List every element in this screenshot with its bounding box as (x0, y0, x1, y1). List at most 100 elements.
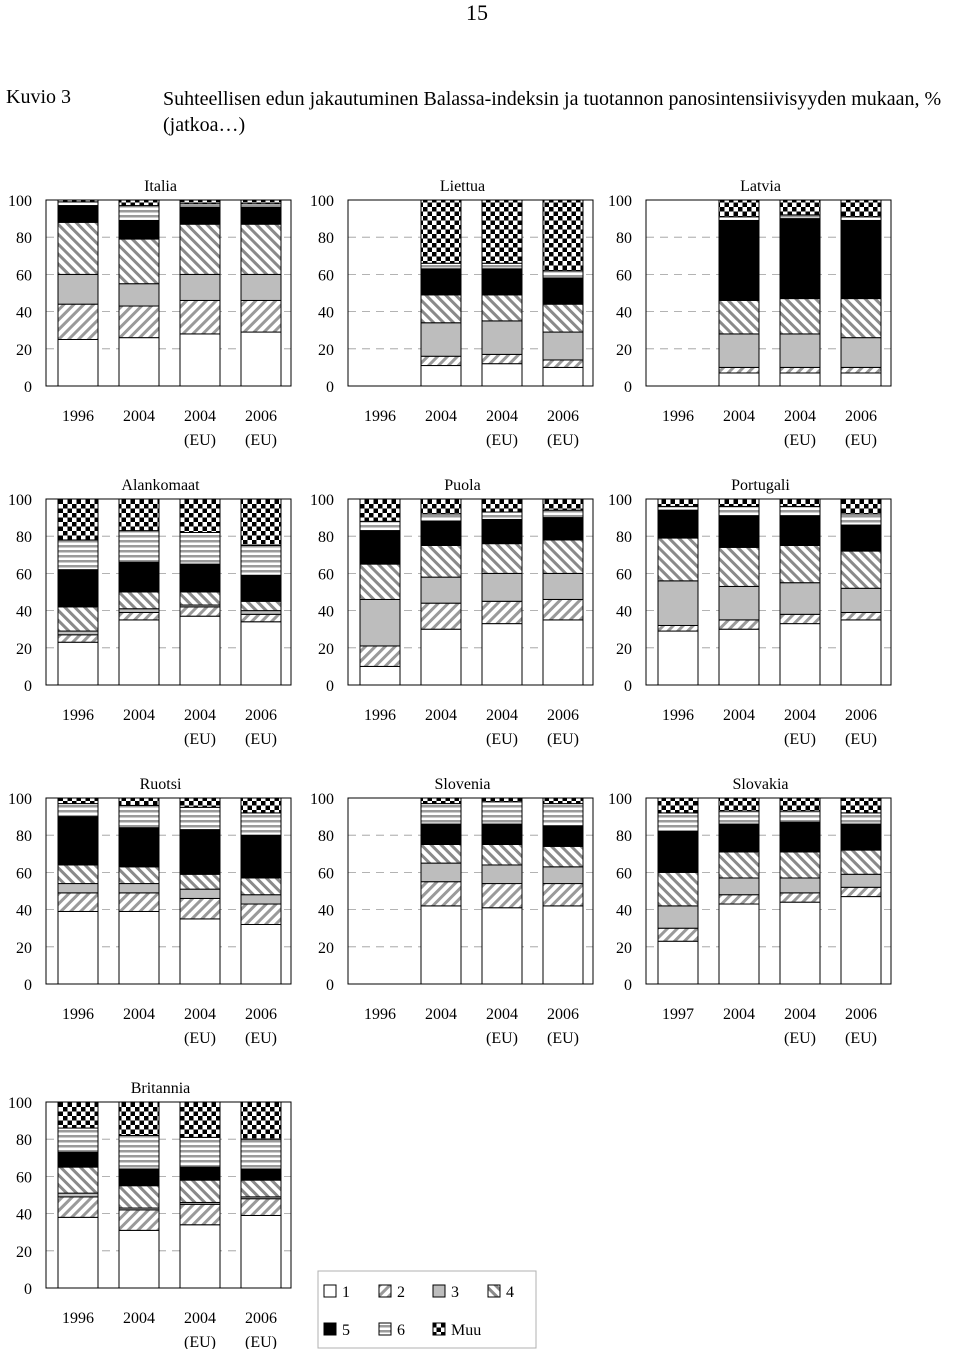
bar-segment-6 (57, 1127, 99, 1153)
chart-panel-slovenia: 0 20 40 60 80 100 Slovenia 1996 2004 2004 (EU) 2006… (310, 776, 594, 1047)
bar-segment-3 (118, 283, 160, 307)
bar-segment-4 (718, 546, 760, 587)
x-tick-label: 2004 (425, 707, 457, 724)
bar-segment-3 (481, 320, 523, 355)
bar-segment-3 (481, 572, 523, 602)
y-tick-label: 80 (16, 828, 32, 845)
bar-segment-4 (718, 851, 760, 879)
x-tick-label: 2006 (245, 1006, 277, 1023)
bar-segment-1 (420, 905, 462, 985)
y-tick-label: 100 (8, 193, 32, 210)
y-tick-label: 100 (310, 193, 334, 210)
bar-segment-4 (179, 873, 221, 890)
figure-title: Suhteellisen edun jakautuminen Balassa-i… (163, 88, 942, 136)
bar-segment-2 (481, 353, 523, 365)
bar-segment-3 (657, 580, 699, 626)
figure-label: Kuvio 3 (6, 86, 71, 108)
chart-title: Latvia (740, 178, 781, 195)
plot-frame (45, 1101, 292, 1289)
bar-segment-3 (57, 273, 99, 305)
bar-segment-5 (57, 816, 99, 866)
bar-segment-muu (240, 1101, 282, 1140)
bar-segment-5 (718, 823, 760, 853)
bar-segment-4 (779, 545, 821, 584)
bar-segment-5 (240, 206, 282, 225)
bar-segment-3 (840, 587, 882, 613)
bar-segment-6 (481, 511, 523, 520)
bar-segment-5 (57, 1151, 99, 1168)
bar-segment-6 (179, 203, 221, 208)
bar-segment-6 (179, 1136, 221, 1168)
bar-segment-1 (179, 918, 221, 985)
chart-panel-puola: 0 20 40 60 80 100 Puola 1996 2004 2004 (EU) 2006 (EU… (310, 477, 594, 748)
bar-segment-2 (718, 366, 760, 374)
y-tick-label: 0 (624, 977, 632, 994)
bar-segment-1 (118, 910, 160, 985)
x-tick-label: 1996 (662, 707, 694, 724)
y-tick-label: 60 (318, 865, 334, 882)
x-tick-sublabel: (EU) (486, 1030, 518, 1047)
bar-segment-2 (118, 305, 160, 339)
x-tick-sublabel: (EU) (845, 1030, 877, 1047)
bar-segment-2 (359, 645, 401, 667)
bar-segment-4 (57, 221, 99, 275)
bar-segment-5 (240, 574, 282, 602)
bar-segment-1 (359, 665, 401, 686)
y-tick-label: 80 (318, 230, 334, 247)
legend-label-4: 4 (506, 1284, 514, 1301)
bar-segment-muu (542, 199, 584, 272)
bar-segment-3 (779, 877, 821, 894)
bar-segment-4 (542, 845, 584, 868)
bar-segment-5 (240, 1168, 282, 1181)
legend-swatch-2 (378, 1284, 392, 1298)
x-tick-sublabel: (EU) (184, 731, 216, 748)
legend-swatch-4 (487, 1284, 501, 1298)
bar-segment-3 (657, 905, 699, 929)
x-tick-sublabel: (EU) (845, 432, 877, 449)
bar-segment-5 (779, 821, 821, 853)
bar-segment-2 (542, 359, 584, 368)
bar-segment-2 (57, 634, 99, 643)
y-tick-label: 40 (16, 305, 32, 322)
bar-segment-1 (779, 623, 821, 686)
bar-segment-3 (118, 883, 160, 894)
y-tick-label: 20 (16, 641, 32, 658)
bar-segment-muu (718, 797, 760, 812)
x-tick-label: 2004 (784, 1006, 816, 1023)
bar-segment-2 (657, 624, 699, 632)
bar-segment-muu (179, 1101, 221, 1138)
bar-segment-muu (481, 199, 523, 264)
bar-segment-1 (420, 365, 462, 387)
bar-segment-5 (718, 515, 760, 548)
bar-segment-5 (240, 834, 282, 879)
bar-segment-muu (240, 498, 282, 546)
bar-segment-6 (179, 806, 221, 831)
bar-segment-6 (118, 205, 160, 221)
y-tick-label: 0 (24, 379, 32, 396)
bar-segment-6 (779, 810, 821, 823)
y-tick-label: 80 (16, 230, 32, 247)
chart-panel-portugali: 0 20 40 60 80 100 Portugali 1996 2004 2004 (EU) 200… (608, 477, 892, 748)
plot-frame (45, 199, 292, 387)
bar-segment-2 (179, 1203, 221, 1226)
bar-segment-muu (179, 199, 221, 205)
bar-segment-5 (840, 823, 882, 851)
bar-segment-6 (542, 509, 584, 519)
bar-segment-6 (779, 214, 821, 220)
bar-segment-2 (779, 613, 821, 625)
plot-frame (45, 498, 292, 686)
chart-panel-britannia: 0 20 40 60 80 100 Britannia 1996 2004 2004 (EU) 200… (8, 1080, 292, 1349)
x-tick-label: 2004 (184, 1310, 216, 1327)
y-tick-label: 40 (616, 604, 632, 621)
bar-segment-6 (840, 812, 882, 825)
bar-segment-1 (840, 372, 882, 387)
bar-segment-4 (542, 303, 584, 333)
x-tick-label: 2004 (123, 1310, 155, 1327)
bar-segment-2 (118, 611, 160, 621)
bar-segment-5 (657, 830, 699, 873)
x-tick-sublabel: (EU) (845, 731, 877, 748)
legend-label-6: 6 (397, 1322, 405, 1339)
y-tick-label: 20 (616, 940, 632, 957)
y-tick-label: 100 (8, 492, 32, 509)
bar-segment-muu (57, 797, 99, 805)
